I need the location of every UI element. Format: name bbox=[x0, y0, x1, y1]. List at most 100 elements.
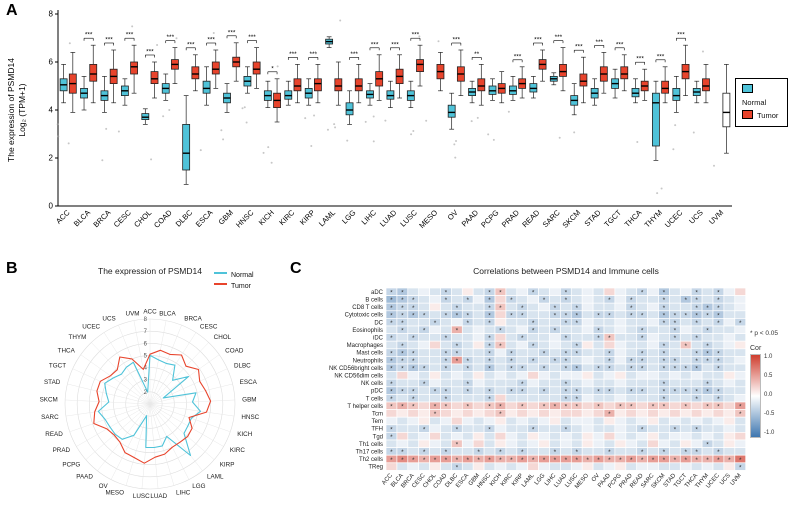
svg-text:*: * bbox=[521, 388, 524, 395]
heatmap-row-dc: DC * * * * * * * * * * * * * bbox=[374, 318, 747, 327]
svg-text:LAML: LAML bbox=[317, 208, 337, 228]
svg-text:LAML: LAML bbox=[207, 474, 224, 481]
svg-text:*: * bbox=[663, 366, 666, 373]
svg-text:*: * bbox=[543, 388, 546, 395]
svg-text:DC: DC bbox=[374, 320, 383, 326]
svg-text:*: * bbox=[456, 442, 459, 449]
svg-text:*: * bbox=[608, 449, 611, 456]
svg-text:***: *** bbox=[371, 41, 379, 48]
svg-text:*: * bbox=[717, 290, 720, 297]
svg-text:KIRP: KIRP bbox=[220, 461, 235, 468]
svg-text:*: * bbox=[608, 366, 611, 373]
svg-text:8: 8 bbox=[49, 10, 54, 19]
svg-text:*: * bbox=[488, 388, 491, 395]
svg-text:*: * bbox=[630, 297, 633, 304]
svg-text:pDC: pDC bbox=[371, 389, 384, 395]
radar-legend: Normal Tumor bbox=[214, 270, 254, 292]
svg-text:LUAD: LUAD bbox=[150, 493, 167, 500]
svg-text:LGG: LGG bbox=[192, 483, 205, 490]
heatmap-row-tfh: TFH * * * * * * * * * bbox=[371, 424, 747, 433]
svg-text:***: *** bbox=[412, 32, 420, 39]
svg-text:***: *** bbox=[595, 39, 603, 46]
svg-text:SARC: SARC bbox=[41, 414, 59, 421]
svg-text:*: * bbox=[445, 396, 448, 403]
svg-text:Th1 cells: Th1 cells bbox=[359, 442, 383, 448]
box-group-BLCA: *** BLCA bbox=[72, 32, 98, 228]
colorbar-tick: 0.0 bbox=[764, 392, 773, 398]
svg-text:*: * bbox=[521, 305, 524, 312]
svg-text:PRAD: PRAD bbox=[53, 447, 71, 454]
svg-text:*: * bbox=[445, 449, 448, 456]
radar-legend-item-tumor: Tumor bbox=[214, 281, 254, 292]
svg-text:*: * bbox=[390, 305, 393, 312]
svg-text:*: * bbox=[717, 320, 720, 327]
svg-text:*: * bbox=[739, 411, 742, 418]
svg-text:Cytotoxic cells: Cytotoxic cells bbox=[345, 313, 383, 319]
svg-text:READ: READ bbox=[45, 431, 63, 438]
svg-text:*: * bbox=[499, 411, 502, 418]
svg-text:*: * bbox=[684, 449, 687, 456]
svg-text:*: * bbox=[586, 457, 589, 464]
svg-text:*: * bbox=[456, 464, 459, 471]
svg-text:THCA: THCA bbox=[58, 347, 76, 354]
svg-text:*: * bbox=[739, 457, 742, 464]
svg-text:MESO: MESO bbox=[417, 208, 439, 230]
heatmap-row-tgd: Tgd * bbox=[373, 432, 747, 441]
svg-text:*: * bbox=[608, 297, 611, 304]
heatmap-row-treg: TReg * * bbox=[368, 462, 747, 471]
svg-text:*: * bbox=[521, 312, 524, 319]
svg-text:*: * bbox=[543, 404, 546, 411]
svg-text:KICH: KICH bbox=[257, 208, 276, 227]
svg-text:*: * bbox=[597, 335, 600, 342]
svg-text:*: * bbox=[445, 388, 448, 395]
svg-text:LUAD: LUAD bbox=[378, 208, 399, 229]
svg-text:*: * bbox=[695, 335, 698, 342]
box-group-KIRP: *** KIRP bbox=[298, 51, 322, 227]
boxplot-chart: 0 2 4 6 8 The expression of PSMD14 Log₂ (TPM+1… bbox=[6, 10, 732, 230]
svg-text:LUSC: LUSC bbox=[398, 208, 419, 229]
svg-text:BRCA: BRCA bbox=[184, 315, 202, 322]
legend-item-normal: Normal bbox=[742, 83, 781, 109]
svg-text:*: * bbox=[652, 457, 655, 464]
heatmap-row-tcm: Tcm * * * * bbox=[372, 409, 747, 418]
svg-text:*: * bbox=[565, 426, 568, 433]
svg-text:*: * bbox=[390, 381, 393, 388]
svg-text:*: * bbox=[401, 457, 404, 464]
panel-a-label: A bbox=[6, 2, 18, 19]
panel-b-label: B bbox=[6, 260, 18, 277]
box-group-READ: *** READ bbox=[520, 37, 547, 229]
svg-text:*: * bbox=[390, 350, 393, 357]
colorbar-tick: 0.5 bbox=[764, 373, 773, 379]
boxplot-y-axis-label: The expression of PSMD14 Log₂ (TPM+1) bbox=[6, 58, 27, 162]
svg-text:*: * bbox=[401, 343, 404, 350]
svg-text:**: ** bbox=[474, 51, 480, 58]
svg-text:*: * bbox=[466, 312, 469, 319]
svg-text:B cells: B cells bbox=[365, 298, 383, 304]
svg-text:*: * bbox=[488, 426, 491, 433]
svg-text:HNSC: HNSC bbox=[241, 414, 259, 421]
svg-text:*: * bbox=[565, 350, 568, 357]
legend-label-tumor: Tumor bbox=[757, 111, 779, 120]
svg-text:COAD: COAD bbox=[152, 208, 174, 230]
svg-text:*: * bbox=[695, 358, 698, 365]
svg-text:*: * bbox=[706, 388, 709, 395]
svg-text:6: 6 bbox=[144, 341, 148, 347]
svg-text:*: * bbox=[466, 358, 469, 365]
svg-text:*: * bbox=[543, 457, 546, 464]
svg-text:COAD: COAD bbox=[225, 347, 244, 354]
svg-text:*: * bbox=[695, 426, 698, 433]
svg-text:UCS: UCS bbox=[102, 315, 115, 322]
svg-text:*: * bbox=[401, 388, 404, 395]
svg-text:*: * bbox=[641, 290, 644, 297]
svg-text:*: * bbox=[706, 343, 709, 350]
svg-text:***: *** bbox=[350, 51, 358, 58]
svg-text:UCS: UCS bbox=[687, 208, 705, 226]
svg-text:PCPG: PCPG bbox=[62, 461, 80, 468]
svg-text:***: *** bbox=[575, 44, 583, 51]
svg-text:*: * bbox=[423, 457, 426, 464]
svg-text:UVM: UVM bbox=[730, 473, 743, 487]
box-group-THCA: *** THCA bbox=[623, 56, 649, 229]
svg-text:*: * bbox=[554, 358, 557, 365]
svg-text:LAML: LAML bbox=[521, 472, 536, 488]
svg-text:*: * bbox=[575, 320, 578, 327]
